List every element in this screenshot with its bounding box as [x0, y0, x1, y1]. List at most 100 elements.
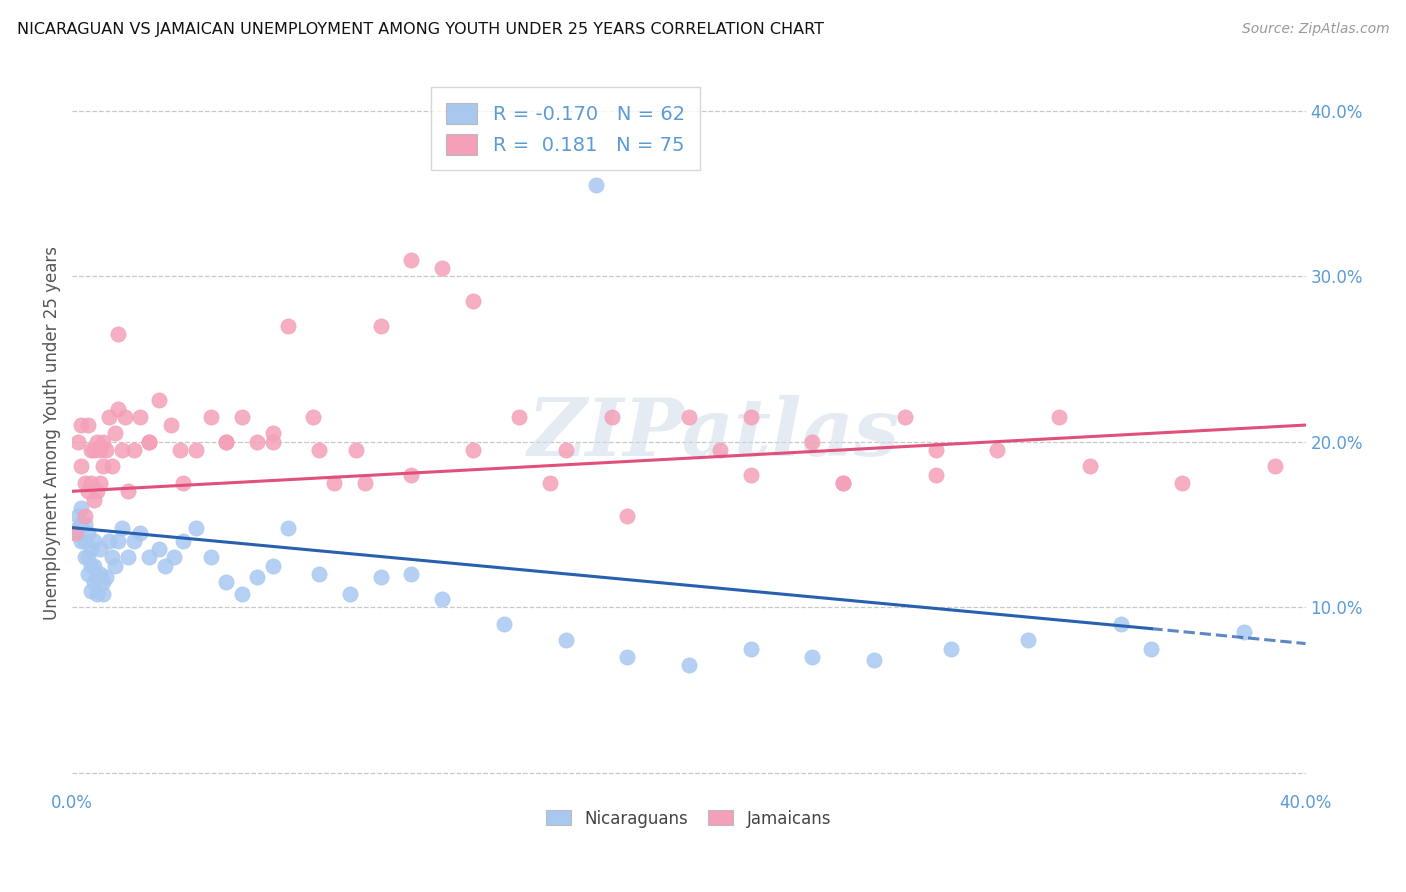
Point: [110, 521, 132, 535]
Point: [432, 591, 454, 606]
Legend: Nicaraguans, Jamaicans: Nicaraguans, Jamaicans: [540, 803, 838, 834]
Point: [114, 409, 136, 424]
Point: [370, 570, 392, 584]
Point: [80, 583, 103, 598]
Point: [107, 533, 129, 548]
Point: [939, 641, 962, 656]
Point: [344, 442, 367, 457]
Point: [246, 570, 269, 584]
Point: [184, 521, 207, 535]
Point: [94, 442, 117, 457]
Point: [107, 326, 129, 341]
Point: [91, 587, 114, 601]
Point: [163, 550, 186, 565]
Point: [65, 525, 87, 540]
Point: [76, 418, 98, 433]
Point: [740, 641, 762, 656]
Point: [339, 587, 361, 601]
Point: [138, 434, 160, 449]
Point: [832, 475, 855, 490]
Point: [1264, 459, 1286, 474]
Point: [83, 492, 105, 507]
Point: [215, 575, 238, 590]
Point: [308, 442, 330, 457]
Point: [354, 475, 377, 490]
Point: [80, 475, 103, 490]
Point: [83, 558, 105, 573]
Point: [172, 533, 194, 548]
Point: [94, 570, 117, 584]
Point: [200, 409, 222, 424]
Point: [73, 509, 96, 524]
Point: [801, 434, 824, 449]
Point: [200, 550, 222, 565]
Point: [73, 475, 96, 490]
Point: [801, 649, 824, 664]
Point: [89, 542, 111, 557]
Point: [277, 521, 299, 535]
Point: [73, 517, 96, 532]
Y-axis label: Unemployment Among Youth under 25 years: Unemployment Among Youth under 25 years: [44, 246, 60, 620]
Point: [89, 442, 111, 457]
Point: [461, 442, 484, 457]
Point: [1078, 459, 1101, 474]
Point: [104, 558, 127, 573]
Point: [70, 533, 93, 548]
Point: [924, 442, 946, 457]
Point: [70, 418, 93, 433]
Point: [1140, 641, 1163, 656]
Point: [308, 567, 330, 582]
Point: [616, 509, 638, 524]
Point: [246, 434, 269, 449]
Point: [86, 434, 108, 449]
Point: [740, 409, 762, 424]
Point: [148, 393, 170, 408]
Point: [585, 178, 607, 192]
Point: [678, 409, 700, 424]
Point: [107, 401, 129, 416]
Point: [65, 525, 87, 540]
Point: [86, 484, 108, 499]
Point: [67, 509, 90, 524]
Point: [986, 442, 1008, 457]
Point: [678, 658, 700, 673]
Point: [70, 459, 93, 474]
Point: [153, 558, 176, 573]
Point: [401, 467, 423, 482]
Point: [104, 426, 127, 441]
Point: [554, 633, 576, 648]
Point: [538, 475, 561, 490]
Point: [262, 434, 284, 449]
Point: [1047, 409, 1070, 424]
Point: [148, 542, 170, 557]
Point: [138, 434, 160, 449]
Point: [432, 260, 454, 275]
Point: [301, 409, 323, 424]
Point: [76, 484, 98, 499]
Point: [262, 426, 284, 441]
Point: [73, 533, 96, 548]
Point: [231, 587, 253, 601]
Point: [122, 533, 145, 548]
Text: NICARAGUAN VS JAMAICAN UNEMPLOYMENT AMONG YOUTH UNDER 25 YEARS CORRELATION CHART: NICARAGUAN VS JAMAICAN UNEMPLOYMENT AMON…: [17, 22, 824, 37]
Point: [492, 616, 515, 631]
Point: [80, 542, 103, 557]
Point: [67, 521, 90, 535]
Point: [401, 567, 423, 582]
Point: [893, 409, 915, 424]
Point: [1171, 475, 1194, 490]
Point: [740, 467, 762, 482]
Point: [73, 550, 96, 565]
Point: [277, 318, 299, 333]
Point: [231, 409, 253, 424]
Point: [129, 525, 152, 540]
Point: [70, 517, 93, 532]
Point: [101, 550, 124, 565]
Text: ZIPatlas: ZIPatlas: [527, 394, 900, 472]
Point: [76, 525, 98, 540]
Point: [83, 575, 105, 590]
Point: [67, 434, 90, 449]
Point: [76, 567, 98, 582]
Point: [1109, 616, 1132, 631]
Point: [262, 558, 284, 573]
